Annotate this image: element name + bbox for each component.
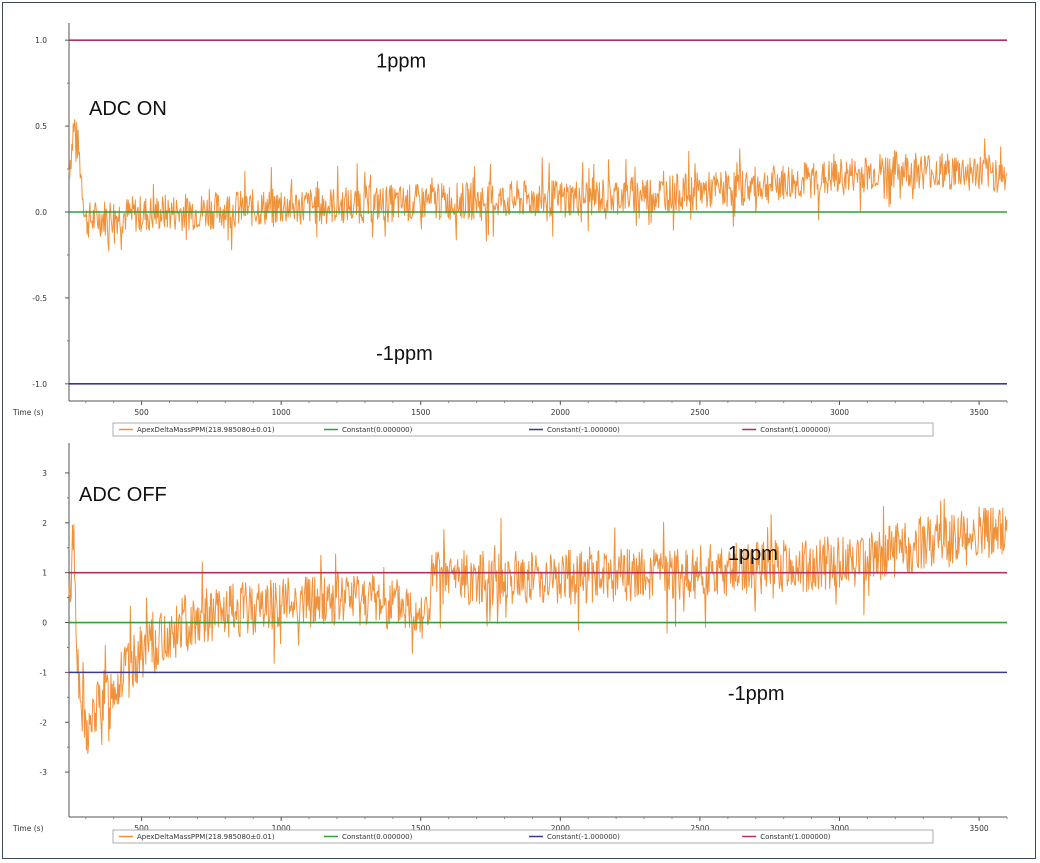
legend-entry: Constant(1.000000)	[760, 833, 831, 841]
x-tick-label: 2500	[690, 824, 709, 833]
x-tick-label: 1000	[272, 824, 291, 833]
x-tick-label: 2500	[690, 408, 709, 417]
x-tick-label: 500	[134, 408, 149, 417]
ref-line-label: 1ppm	[728, 543, 778, 565]
legend-entry: ApexDeltaMassPPM(218.985080±0.01)	[137, 426, 275, 434]
chart-panel-1: 1.0 0.5 0.0 -0.5 -1.0 500 1000 1500 2000 2500 3000…	[12, 23, 1008, 437]
x-tick-label: 2000	[551, 408, 570, 417]
x-tick-label: 1000	[272, 408, 291, 417]
x-tick-label: 1500	[411, 824, 430, 833]
ref-line-label: 1ppm	[376, 51, 426, 73]
y-tick-label: 0.0	[35, 208, 47, 217]
legend-entry: Constant(0.000000)	[342, 833, 413, 841]
panel-annotation: ADC OFF	[79, 484, 167, 506]
ref-line-label: -1ppm	[376, 343, 433, 365]
y-tick-label: -1	[40, 668, 48, 677]
y-tick-label: 1	[42, 569, 47, 578]
x-tick-label: 3000	[830, 408, 849, 417]
legend-box	[112, 422, 934, 437]
x-tick-label: 3500	[970, 824, 989, 833]
y-tick-label: 1.0	[35, 36, 47, 45]
x-axis-label: Time (s)	[12, 408, 44, 417]
x-tick-label: 3500	[970, 408, 989, 417]
legend-entry: Constant(1.000000)	[760, 426, 831, 434]
y-tick-label: -3	[40, 768, 48, 777]
legend-entry: ApexDeltaMassPPM(218.985080±0.01)	[137, 833, 275, 841]
legend-entry: Constant(-1.000000)	[547, 426, 620, 434]
x-tick-label: 500	[134, 824, 149, 833]
y-tick-label: 2	[42, 519, 47, 528]
ref-line-label: -1ppm	[728, 683, 785, 705]
x-tick-label: 3000	[830, 824, 849, 833]
x-tick-label: 1500	[411, 408, 430, 417]
y-tick-label: 3	[42, 469, 47, 478]
chart-panel-2: 3 2 1 0 -1 -2 -3 500 1000 1500 2000 2500 3000 3500 Tim…	[12, 443, 1008, 844]
series-line-apex-delta-mass-ppm	[68, 498, 1008, 755]
x-tick-label: 2000	[551, 824, 570, 833]
legend-box	[112, 829, 934, 844]
y-tick-label: 0	[42, 619, 47, 628]
y-tick-label: -0.5	[32, 294, 47, 303]
y-tick-label: 0.5	[35, 122, 47, 131]
legend-entry: Constant(-1.000000)	[547, 833, 620, 841]
series-line-apex-delta-mass-ppm	[68, 119, 1008, 252]
y-tick-label: -2	[40, 718, 48, 727]
x-axis-label: Time (s)	[12, 824, 44, 833]
y-tick-label: -1.0	[32, 380, 47, 389]
panel-annotation: ADC ON	[89, 98, 167, 120]
legend-entry: Constant(0.000000)	[342, 426, 413, 434]
